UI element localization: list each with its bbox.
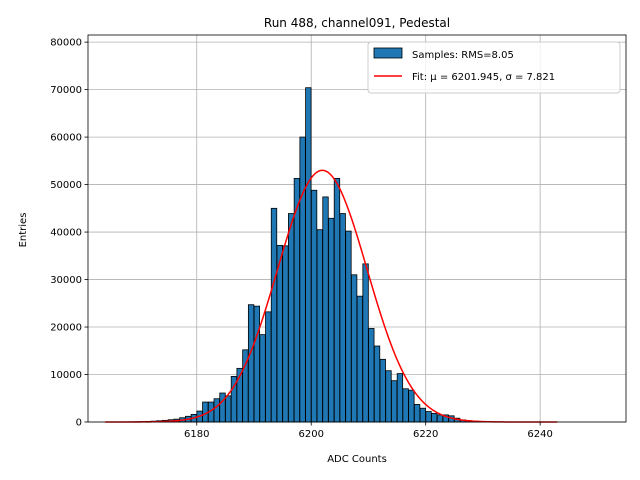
y-tick-label: 70000	[50, 85, 82, 96]
legend-label-histogram: Samples: RMS=8.05	[412, 50, 514, 61]
fit-curve-group	[105, 169, 558, 423]
y-tick-label: 40000	[50, 228, 82, 239]
histogram-bar	[385, 370, 392, 423]
x-tick-label: 6240	[527, 429, 552, 440]
histogram-bar	[419, 407, 426, 423]
histogram-bar	[408, 389, 415, 423]
histogram-bar	[316, 229, 323, 423]
histogram-bar	[310, 189, 318, 423]
y-tick-label: 30000	[50, 275, 82, 286]
histogram-bar	[402, 388, 409, 423]
x-tick-label: 6220	[413, 429, 438, 440]
y-tick-label: 20000	[50, 323, 82, 334]
y-tick-label: 80000	[50, 38, 82, 49]
histogram-bar	[339, 213, 346, 423]
histogram-bar	[253, 305, 260, 423]
histogram-bar	[225, 395, 232, 423]
histogram-bar	[247, 304, 255, 423]
histogram-bar	[396, 373, 404, 423]
x-tick-label: 6180	[184, 429, 209, 440]
histogram-bar	[425, 411, 432, 423]
x-axis-title: ADC Counts	[327, 454, 387, 465]
histogram-bar	[265, 311, 272, 423]
histogram-bar	[213, 398, 220, 423]
x-tick-label: 6200	[298, 429, 323, 440]
histogram-bar	[413, 404, 421, 423]
histogram-bar	[431, 413, 438, 423]
fit-curve	[105, 169, 558, 423]
histogram-bars	[122, 87, 512, 423]
y-tick-label: 10000	[50, 370, 82, 381]
y-tick-label: 60000	[50, 133, 82, 144]
legend: Samples: RMS=8.05 Fit: μ = 6201.945, σ =…	[367, 41, 621, 94]
histogram-bar	[288, 213, 295, 423]
histogram-bar	[345, 230, 352, 423]
histogram-bar	[299, 136, 306, 423]
y-tick-label: 0	[76, 418, 82, 429]
x-axis-ticks: 6180 6200 6220 6240	[184, 422, 553, 440]
histogram-bar	[282, 245, 289, 423]
legend-bar-swatch	[373, 47, 403, 59]
histogram-bar	[333, 177, 341, 423]
histogram-bar	[362, 263, 369, 423]
histogram-bar	[276, 244, 283, 423]
y-tick-label: 50000	[50, 180, 82, 191]
chart-title: Run 488, channel091, Pedestal	[264, 16, 450, 30]
legend-box	[367, 41, 621, 94]
histogram-bar	[350, 274, 358, 423]
histogram-bar	[305, 87, 312, 423]
histogram-bar	[356, 295, 363, 423]
histogram-bar	[259, 334, 266, 423]
y-axis-ticks: 0 10000 20000 30000 40000 50000 60000 70000 8000…	[50, 38, 88, 429]
histogram-bar	[270, 207, 278, 423]
histogram-bar	[322, 196, 329, 423]
histogram-bar	[328, 217, 335, 423]
histogram-bar	[391, 380, 398, 423]
histogram-bar	[379, 358, 386, 423]
histogram-bar	[436, 414, 444, 423]
histogram-bar	[373, 345, 381, 423]
histogram-bar	[219, 392, 226, 423]
y-axis-title: Entries	[18, 213, 29, 248]
histogram-bar	[368, 328, 375, 423]
legend-label-fit: Fit: μ = 6201.945, σ = 7.821	[412, 72, 555, 83]
plot-frame	[87, 34, 627, 423]
